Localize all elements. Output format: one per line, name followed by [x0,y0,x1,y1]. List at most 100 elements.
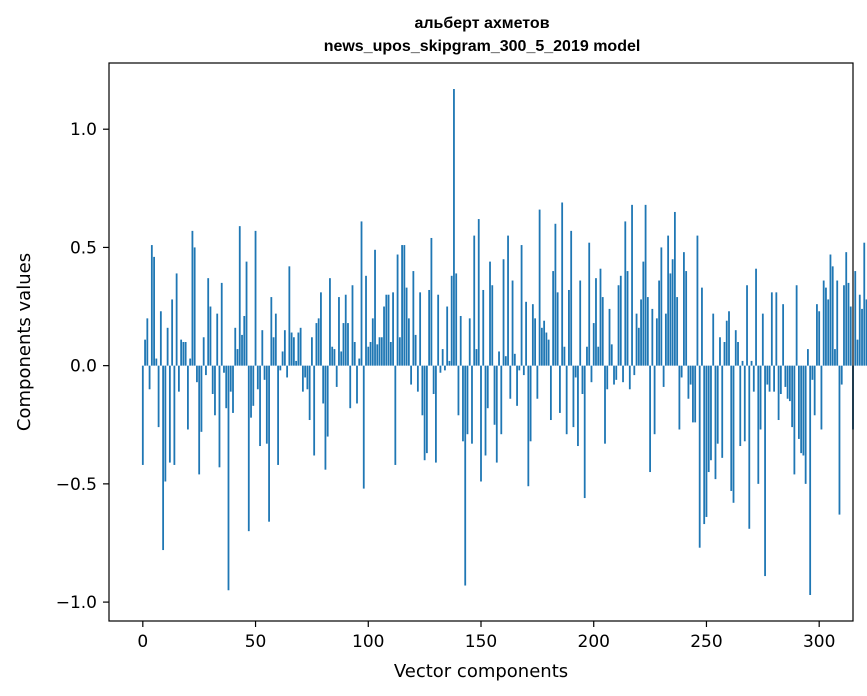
bar [829,254,832,366]
bar [279,365,282,371]
bar [588,242,591,366]
bar [750,360,753,366]
bar [369,342,372,366]
bar [196,365,198,383]
bar [770,292,773,366]
bar [701,287,703,366]
bar [601,297,604,366]
bar [671,259,674,366]
bar [457,365,460,416]
y-tick-label: −1.0 [56,593,97,613]
bar [175,273,178,366]
bar [396,254,399,366]
bar [182,342,185,366]
bar [651,308,654,366]
bar [358,358,361,366]
bar [655,318,658,366]
bar [495,365,498,463]
bar [847,282,850,366]
y-axis-label: Components values [14,253,35,431]
bar [568,289,570,366]
bar [775,292,778,366]
bar [225,365,228,409]
bar [468,318,471,366]
bar [383,306,385,366]
bar [831,266,834,366]
bar [843,285,845,366]
bar [685,271,688,366]
bar [374,249,376,366]
chart-title-line-2: news_upos_skipgram_300_5_2019 model [324,38,641,55]
bar [827,299,830,366]
bar [660,247,663,366]
bar [268,365,270,522]
bar [480,365,482,482]
bar [786,365,789,399]
bar [683,252,685,366]
bar [425,365,428,454]
bar [561,202,564,366]
bar [737,342,739,366]
bar [392,292,394,366]
bar [592,323,595,366]
bar [292,337,295,366]
bar [534,318,537,366]
bar [220,282,223,366]
bar [414,334,417,366]
bar [394,365,397,465]
bar [748,365,751,529]
bar [189,358,192,366]
bar [466,365,469,435]
bar [559,365,561,413]
bar [475,349,478,366]
bar [536,365,539,399]
bar [577,365,579,447]
bar [854,271,857,366]
bar [324,365,327,470]
bar [719,337,721,366]
bar [734,330,737,366]
bar [493,365,496,425]
bar [856,339,859,366]
bar [635,313,638,366]
bar [513,353,516,366]
bar [642,261,645,366]
x-tick-label: 0 [137,632,148,652]
bar [439,365,442,373]
bar [782,304,785,366]
bar [797,365,800,439]
bar [694,365,697,423]
bar [166,327,169,366]
bar [613,365,615,385]
bar [865,299,867,366]
bar [223,365,225,373]
bar [556,292,559,366]
bar [678,365,681,430]
bar [180,339,183,366]
bar [861,308,863,366]
bar [518,365,521,371]
bar [597,346,600,366]
bar [290,332,293,366]
bar [766,365,769,385]
bar [232,365,234,413]
bar [187,365,189,430]
bar [340,351,343,366]
bar [714,365,717,480]
bar [329,278,331,366]
y-tick-label: 1.0 [70,120,97,140]
bar [784,365,787,387]
bar [446,306,449,366]
bar [696,235,699,366]
bar [430,237,433,366]
bar [164,365,167,482]
bar [184,342,187,366]
bar [441,349,444,366]
bar [845,252,848,366]
bar [308,365,311,421]
bar [450,275,453,366]
bar [511,280,514,366]
bar [606,365,609,390]
bar [525,301,527,366]
bar [669,273,672,366]
